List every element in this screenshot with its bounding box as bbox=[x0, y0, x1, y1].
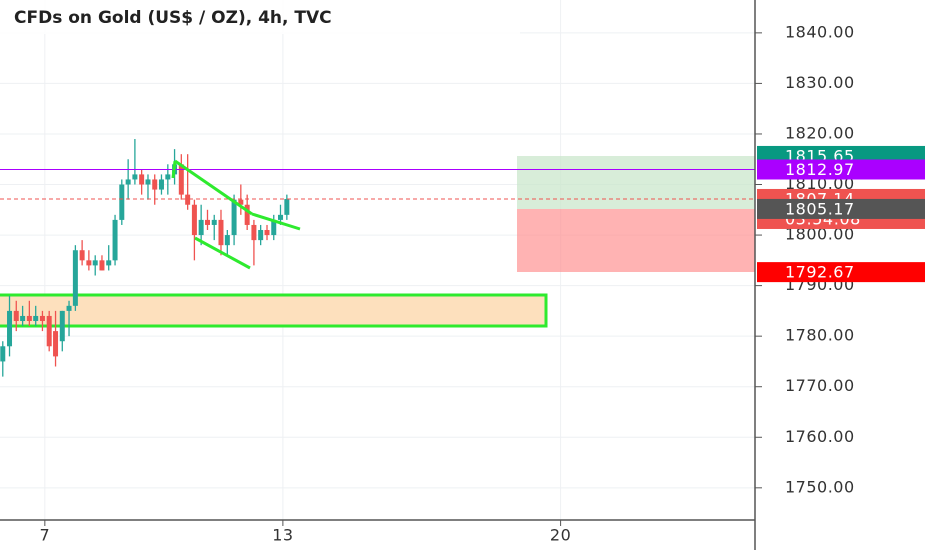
price-label: 1805.17 bbox=[785, 199, 855, 218]
candle-body bbox=[106, 260, 112, 266]
price-label-box bbox=[757, 198, 925, 219]
y-tick-label: 1800.00 bbox=[785, 225, 855, 244]
flag-line bbox=[251, 212, 301, 231]
candle-body bbox=[13, 310, 19, 322]
price-label-box bbox=[757, 262, 925, 283]
y-tick-label: 1830.00 bbox=[785, 73, 855, 92]
price-label: 1812.97 bbox=[785, 160, 855, 179]
candle-body bbox=[158, 179, 164, 190]
candle-body bbox=[244, 204, 250, 225]
candle-body bbox=[145, 179, 151, 185]
candle-body bbox=[26, 315, 32, 322]
y-tick-label: 1820.00 bbox=[785, 123, 855, 142]
chart-title: CFDs on Gold (US$ / OZ), 4h, TVC bbox=[14, 8, 332, 28]
candle-body bbox=[7, 310, 13, 347]
candle-body bbox=[86, 260, 92, 266]
y-tick-label: 1760.00 bbox=[785, 427, 855, 446]
candle-body bbox=[224, 235, 230, 246]
candle-body bbox=[204, 219, 210, 225]
demand-zone bbox=[0, 293, 548, 328]
x-tick-label: 7 bbox=[39, 526, 50, 545]
candle-body bbox=[125, 179, 131, 185]
flag-line bbox=[194, 236, 251, 270]
candle-body bbox=[218, 219, 224, 246]
candle-body bbox=[191, 204, 197, 236]
candle-body bbox=[152, 179, 158, 190]
candle-body bbox=[79, 250, 85, 261]
candle-body bbox=[119, 184, 125, 220]
candle-body bbox=[20, 315, 26, 322]
candle-body bbox=[198, 219, 204, 236]
candle-body bbox=[211, 219, 217, 225]
candle-body bbox=[284, 198, 290, 215]
candle-body bbox=[258, 230, 264, 241]
candle-body bbox=[0, 346, 6, 362]
x-tick-label: 13 bbox=[272, 526, 293, 545]
candle-body bbox=[132, 174, 138, 180]
candle-body bbox=[185, 194, 191, 205]
y-tick-label: 1750.00 bbox=[785, 477, 855, 496]
plot bbox=[0, 139, 755, 377]
price-label: 1792.67 bbox=[785, 263, 855, 282]
candle-body bbox=[112, 219, 118, 261]
y-tick-label: 1770.00 bbox=[785, 376, 855, 395]
flag-line bbox=[174, 159, 253, 216]
candle-body bbox=[72, 250, 78, 306]
price-axis: 1750.001760.001770.001780.001790.001800.… bbox=[755, 22, 925, 496]
candle-body bbox=[251, 224, 257, 241]
candle-body bbox=[165, 174, 171, 180]
y-tick-label: 1840.00 bbox=[785, 22, 855, 41]
candle-body bbox=[59, 310, 65, 342]
candle-body bbox=[139, 174, 145, 185]
candle-body bbox=[178, 164, 184, 195]
title-bg bbox=[0, 0, 520, 34]
candle-body bbox=[53, 331, 59, 357]
candle-body bbox=[92, 260, 98, 266]
y-tick-label: 1780.00 bbox=[785, 326, 855, 345]
price-label-box bbox=[757, 159, 925, 180]
candle-body bbox=[99, 260, 105, 271]
candle-body bbox=[46, 315, 52, 347]
candle-body bbox=[66, 305, 72, 311]
target-zone bbox=[517, 156, 755, 209]
flag-line bbox=[171, 160, 177, 179]
x-tick-label: 20 bbox=[550, 526, 571, 545]
candle-body bbox=[238, 199, 244, 205]
stop-zone bbox=[517, 209, 755, 272]
candle-body bbox=[33, 315, 39, 322]
candle-body bbox=[231, 199, 237, 236]
candle-body bbox=[277, 214, 283, 220]
candle-body bbox=[271, 219, 277, 236]
candle-body bbox=[264, 230, 270, 236]
candle-body bbox=[39, 315, 45, 322]
